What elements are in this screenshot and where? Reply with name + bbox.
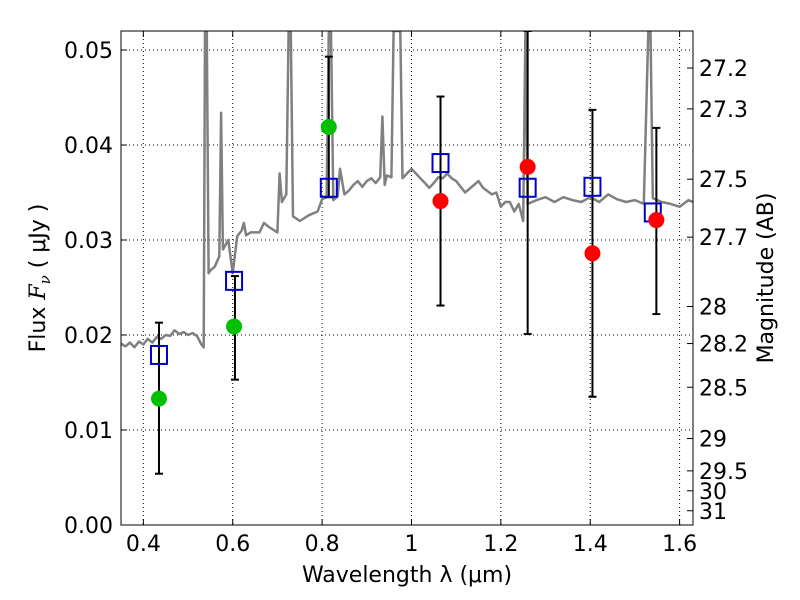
- x-tick-label: 1.4: [573, 532, 608, 557]
- magnitude-tick-label: 31: [699, 500, 727, 525]
- y-label-subscript: ν: [36, 275, 54, 284]
- y-axis-label-left: Flux Fν ( μJy ): [26, 204, 54, 353]
- magnitude-tick-label: 29.5: [699, 460, 748, 485]
- plot-area: [121, 31, 693, 475]
- detection-marker-red: [648, 212, 665, 229]
- y-tick-label: 0.04: [64, 134, 113, 159]
- detection-marker-green: [226, 318, 243, 335]
- ticks: 0.4 0.6 0.8 1 1.2 1.4 1.6 0.00 0.01 0.02 0.03 0.04 0…: [64, 31, 748, 557]
- model-photometry-square: [225, 270, 244, 291]
- y-axis-label-right: Magnitude (AB): [754, 193, 779, 364]
- magnitude-tick-label: 28.2: [699, 333, 748, 358]
- y-label-variable: F: [26, 284, 51, 301]
- magnitude-tick-label: 27.2: [699, 57, 748, 82]
- magnitude-tick-label: 27.3: [699, 98, 748, 123]
- x-tick-label: 1: [404, 532, 418, 557]
- x-tick-label: 1.6: [662, 532, 697, 557]
- y-tick-label: 0.00: [64, 514, 113, 539]
- model-photometry-square: [149, 344, 168, 365]
- detection-marker-red: [584, 245, 601, 262]
- model-photometry-square: [518, 177, 537, 198]
- detection-marker-red: [519, 158, 536, 175]
- detection-marker-green: [150, 390, 167, 407]
- model-photometry-square: [319, 177, 338, 198]
- model-photometry-square: [431, 153, 450, 174]
- y-tick-label: 0.01: [64, 419, 113, 444]
- model-photometry-square: [583, 176, 602, 197]
- axes-frame: [120, 30, 694, 526]
- x-axis-label: Wavelength λ (μm): [302, 563, 512, 588]
- magnitude-tick-label: 30: [699, 480, 727, 505]
- magnitude-tick-label: 29: [699, 428, 727, 453]
- y-tick-label: 0.02: [64, 324, 113, 349]
- magnitude-tick-label: 28: [699, 296, 727, 321]
- magnitude-tick-label: 27.7: [699, 226, 748, 251]
- x-tick-label: 0.6: [215, 532, 250, 557]
- y-label-suffix: ( μJy ): [26, 204, 51, 276]
- detection-marker-red: [432, 193, 449, 210]
- detection-marker-green: [320, 118, 337, 135]
- y-tick-label: 0.05: [64, 39, 113, 64]
- spectrum-line: [121, 31, 693, 349]
- y-tick-label: 0.03: [64, 229, 113, 254]
- x-tick-label: 0.8: [305, 532, 340, 557]
- x-tick-label: 1.2: [483, 532, 518, 557]
- magnitude-tick-label: 28.5: [699, 376, 748, 401]
- magnitude-tick-label: 27.5: [699, 168, 748, 193]
- x-tick-label: 0.4: [126, 532, 161, 557]
- y-label-prefix: Flux: [26, 300, 51, 353]
